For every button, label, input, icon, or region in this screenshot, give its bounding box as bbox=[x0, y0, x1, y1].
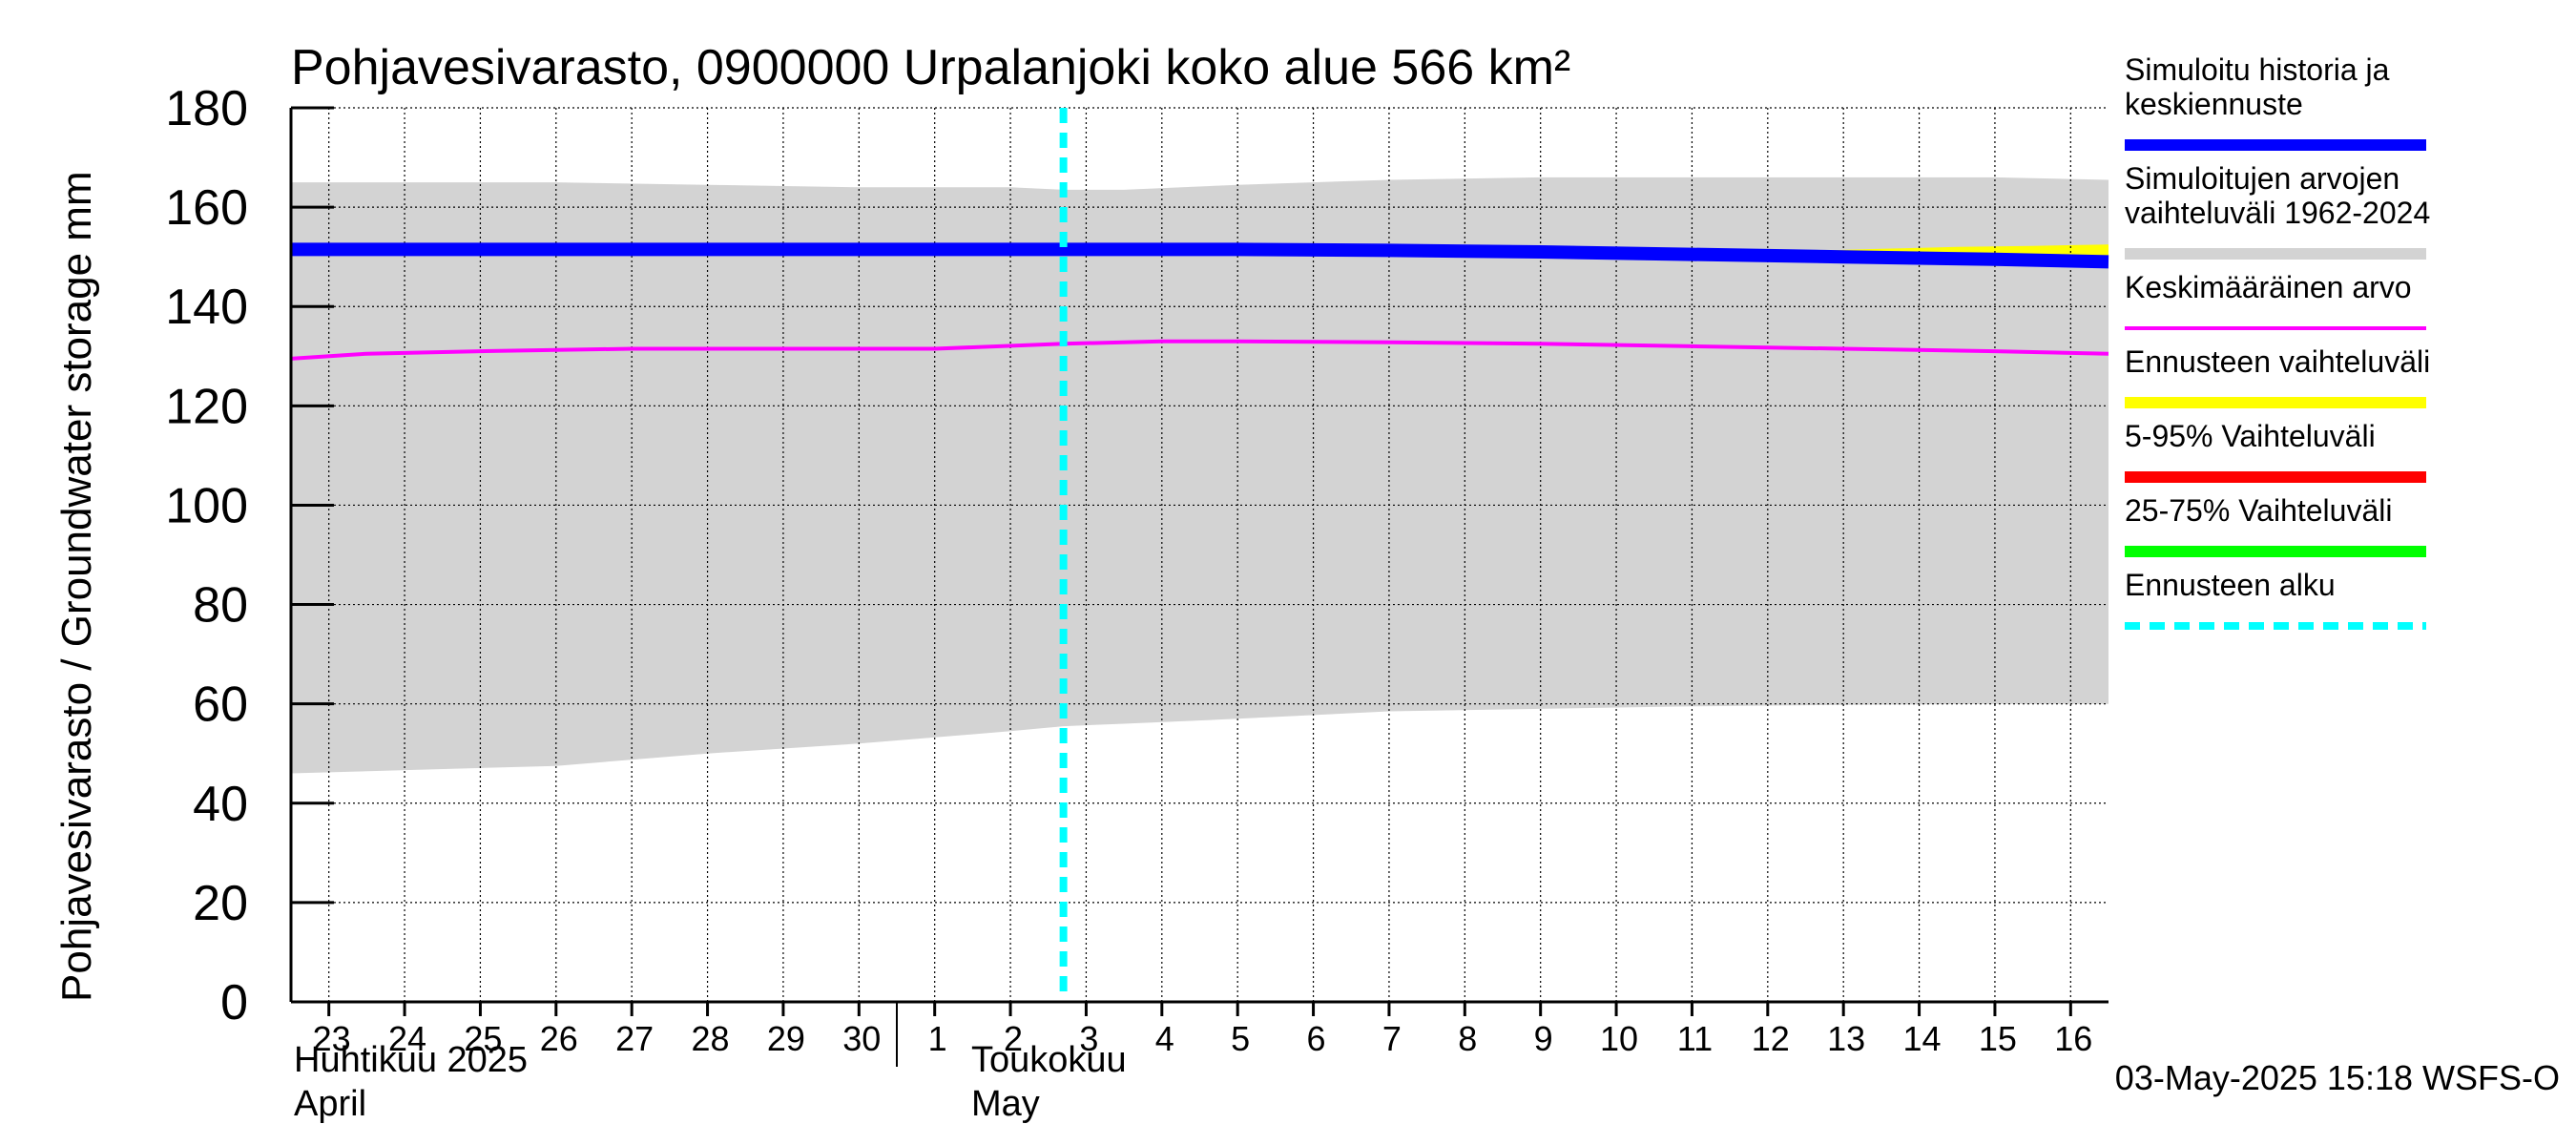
x-tick-label: 11 bbox=[1677, 1019, 1713, 1058]
x-tick-label: 4 bbox=[1155, 1019, 1174, 1058]
legend-label: Ennusteen vaihteluväli bbox=[2125, 344, 2430, 379]
plot-area bbox=[290, 107, 2109, 1002]
y-tick-label: 60 bbox=[193, 677, 248, 733]
legend-label: Keskimääräinen arvo bbox=[2125, 270, 2412, 304]
legend-label: Simuloitu historia ja bbox=[2125, 52, 2390, 87]
x-tick-label: 25 bbox=[464, 1019, 502, 1058]
legend-item-2: Keskimääräinen arvo bbox=[2125, 270, 2426, 330]
y-tick-label: 180 bbox=[165, 81, 248, 136]
month-label-may-en: May bbox=[971, 1084, 1040, 1124]
x-tick-label: 23 bbox=[313, 1019, 351, 1058]
legend-label: keskiennuste bbox=[2125, 87, 2303, 121]
y-tick-label: 20 bbox=[193, 876, 248, 931]
x-tick-label: 14 bbox=[1903, 1019, 1942, 1058]
x-tick-label: 5 bbox=[1231, 1019, 1250, 1058]
legend-item-4: 5-95% Vaihteluväli bbox=[2125, 419, 2426, 483]
series-line-1 bbox=[290, 339, 2109, 361]
y-tick-label: 140 bbox=[165, 280, 248, 335]
x-tick-label: 7 bbox=[1382, 1019, 1402, 1058]
x-tick-label: 28 bbox=[692, 1019, 730, 1058]
legend: Simuloitu historia jakeskiennusteSimuloi… bbox=[2125, 52, 2430, 630]
legend-label: 5-95% Vaihteluväli bbox=[2125, 419, 2376, 453]
x-tick-label: 15 bbox=[1979, 1019, 2017, 1058]
legend-label: Ennusteen alku bbox=[2125, 568, 2336, 602]
x-tick-label: 16 bbox=[2054, 1019, 2092, 1058]
y-tick-label: 100 bbox=[165, 478, 248, 533]
x-tick-label: 6 bbox=[1307, 1019, 1326, 1058]
y-tick-label: 160 bbox=[165, 180, 248, 236]
x-tick-label: 27 bbox=[615, 1019, 654, 1058]
x-tick-label: 12 bbox=[1752, 1019, 1790, 1058]
legend-item-3: Ennusteen vaihteluväli bbox=[2125, 344, 2430, 408]
legend-label: 25-75% Vaihteluväli bbox=[2125, 493, 2392, 528]
y-tick-label: 80 bbox=[193, 578, 248, 634]
series-line-3 bbox=[291, 242, 2109, 269]
y-tick-label: 40 bbox=[193, 777, 248, 832]
x-tick-label: 30 bbox=[842, 1019, 881, 1058]
month-label-april-en: April bbox=[294, 1084, 366, 1124]
x-tick-label: 3 bbox=[1079, 1019, 1098, 1058]
y-tick-label: 120 bbox=[165, 379, 248, 434]
x-tick-label: 13 bbox=[1827, 1019, 1865, 1058]
series-band-0 bbox=[291, 177, 2109, 774]
x-tick-label: 8 bbox=[1458, 1019, 1477, 1058]
month-label-april-fi: Huhtikuu 2025 bbox=[294, 1040, 528, 1080]
x-tick-label: 26 bbox=[540, 1019, 578, 1058]
footer-timestamp: 03-May-2025 15:18 WSFS-O bbox=[2115, 1058, 2560, 1097]
chart-title: Pohjavesivarasto, 0900000 Urpalanjoki ko… bbox=[291, 40, 1570, 95]
x-tick-label: 10 bbox=[1600, 1019, 1638, 1058]
x-tick-label: 9 bbox=[1534, 1019, 1553, 1058]
x-tick-label: 2 bbox=[1004, 1019, 1023, 1058]
legend-item-5: 25-75% Vaihteluväli bbox=[2125, 493, 2426, 557]
x-tick-label: 1 bbox=[928, 1019, 947, 1058]
legend-label: Simuloitujen arvojen bbox=[2125, 161, 2399, 196]
month-label-may-fi: Toukokuu bbox=[971, 1040, 1127, 1080]
legend-item-6: Ennusteen alku bbox=[2125, 568, 2426, 630]
y-axis-label: Pohjavesivarasto / Groundwater storage m… bbox=[53, 171, 100, 1002]
x-tick-label: 29 bbox=[767, 1019, 805, 1058]
x-tick-label: 24 bbox=[388, 1019, 426, 1058]
legend-label: vaihteluväli 1962-2024 bbox=[2125, 196, 2430, 230]
y-tick-label: 0 bbox=[220, 975, 248, 1030]
